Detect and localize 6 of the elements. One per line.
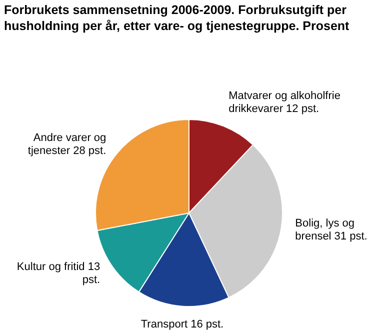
slice-label: Andre varer og tjenester 28 pst. <box>28 132 106 158</box>
slice-label: Matvarer og alkoholfrie drikkevarer 12 pst. <box>228 90 340 116</box>
slice-label: Bolig, lys og brensel 31 pst. <box>295 217 368 242</box>
slice-label: Transport 16 pst. <box>140 318 224 330</box>
chart-title: Forbrukets sammensetning 2006-2009. Forbruksutgift per husholdning per år, etter vare- og tjenestegruppe. Prosent <box>3 2 350 35</box>
slice-label: Kultur og fritid 13 pst. <box>16 260 100 286</box>
